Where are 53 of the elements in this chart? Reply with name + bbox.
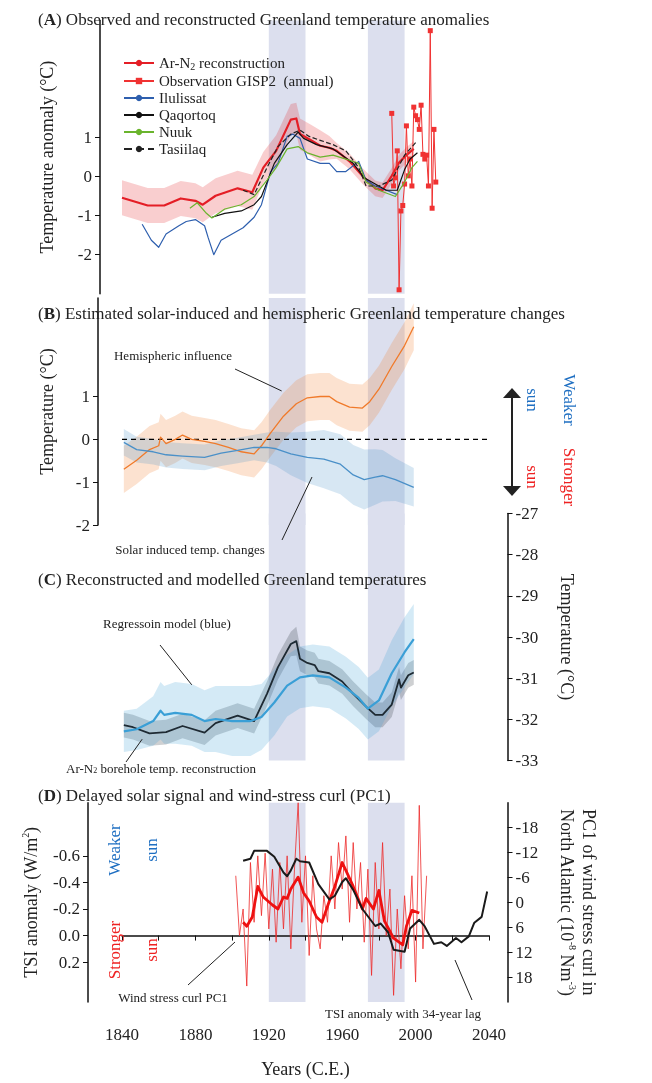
y-tick-label: -28 — [515, 545, 539, 565]
y-tick-label: -1 — [75, 472, 90, 492]
annotation: Solar induced temp. changes — [115, 541, 265, 557]
y-tick-label: -0.4 — [53, 872, 81, 892]
y-tick-label: -30 — [515, 627, 539, 647]
annotation: Regressoin model (blue) — [103, 615, 231, 631]
x-tick-label: 1960 — [325, 1025, 360, 1044]
y-tick-label: 0 — [83, 167, 92, 187]
y-tick-label: 0.2 — [58, 952, 80, 972]
x-tick-label: 2000 — [398, 1025, 433, 1044]
y-tick-label: -1 — [77, 206, 92, 226]
y-tick-label: -0.6 — [53, 846, 80, 866]
x-tick-label: 1840 — [105, 1025, 139, 1044]
y-tick-label: -31 — [515, 668, 539, 688]
y-tick-label: -2 — [77, 245, 92, 265]
y2-tick-label: -18 — [515, 818, 539, 838]
text: TSI anomaly with 34-year lag — [325, 1005, 482, 1021]
annotation: Hemispheric influence — [113, 347, 233, 363]
legend-label: Observation GISP2 (annual) — [159, 73, 334, 90]
y-axis-title: Temperature anomaly (°C) — [37, 60, 58, 254]
x-tick-label: 1920 — [251, 1025, 286, 1044]
y-tick-label: 1 — [81, 387, 90, 407]
legend-label: Ilulissat — [159, 90, 208, 106]
x-tick-label: 2040 — [472, 1025, 506, 1044]
y-tick-label: -33 — [515, 751, 539, 771]
legend-label: Tasiilaq — [159, 141, 207, 157]
y-tick-label: 0.0 — [58, 926, 80, 946]
y-tick-label: -2 — [75, 515, 90, 535]
y2-tick-label: -12 — [515, 843, 539, 863]
x-tick-label: 1880 — [178, 1025, 213, 1044]
annotation: Stronger sun — [105, 920, 161, 980]
chart-title: (D) Delayed solar signal and wind-stress curl (PC1) — [38, 786, 391, 805]
text: (C) Reconstructed and modelled Greenland temperatures — [38, 570, 427, 589]
annotation: Ar-N2 borehole temp. reconstruction — [65, 760, 257, 776]
text: Weaker sun — [523, 374, 579, 427]
y-tick-label: -0.2 — [53, 899, 80, 919]
y-axis-title: TSI anomaly (W/m2) — [19, 826, 43, 978]
y2-tick-label: -6 — [515, 867, 530, 887]
y2-tick-label: 12 — [515, 942, 533, 962]
legend-label: Nuuk — [159, 124, 193, 140]
y-tick-label: 1 — [83, 128, 92, 148]
y-tick-label: -32 — [515, 709, 539, 729]
y2-tick-label: 6 — [515, 917, 524, 937]
y-axis-title: Temperature (°C) — [37, 348, 58, 475]
annotation: Wind stress curl PC1 — [118, 989, 228, 1005]
y-axis-title: Temperature (°C) — [555, 573, 577, 701]
legend-label: Qaqortoq — [159, 107, 217, 123]
y-tick-label: 0 — [81, 429, 90, 449]
y-tick-label: -29 — [515, 586, 539, 606]
annotation: Weaker sun — [105, 823, 161, 876]
y2-tick-label: 18 — [515, 967, 533, 987]
chart-title: (A) Observed and reconstructed Greenland temperature anomalies — [38, 10, 490, 29]
x-axis-title: Years (C.E.) — [261, 1059, 350, 1080]
